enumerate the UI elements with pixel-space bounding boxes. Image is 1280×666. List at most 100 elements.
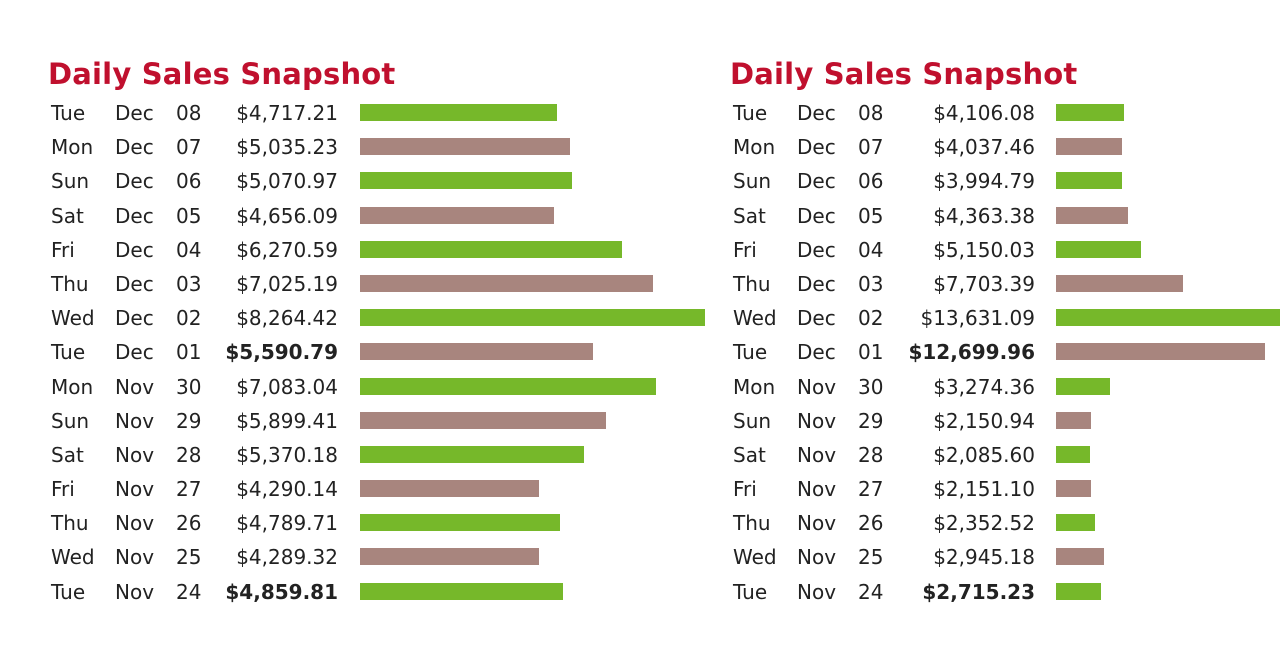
- sales-bar: [1056, 240, 1141, 258]
- weekday-label: Wed: [51, 545, 95, 570]
- weekday-label: Sat: [733, 203, 766, 228]
- sales-amount: $3,994.79: [933, 169, 1035, 194]
- date-label: 30: [858, 374, 884, 399]
- date-label: 08: [176, 101, 202, 125]
- sales-row: Fri Dec 04 $6,270.59: [48, 233, 622, 267]
- month-label: Nov: [115, 442, 155, 467]
- sales-row: Fri Nov 27 $2,151.10: [730, 472, 1092, 506]
- weekday-label: Thu: [51, 511, 89, 536]
- weekday-label: Wed: [51, 306, 95, 331]
- date-label: 07: [176, 135, 202, 160]
- sales-bar: [1056, 480, 1092, 498]
- weekday-label: Mon: [733, 135, 776, 160]
- sales-amount: $7,025.19: [236, 271, 338, 296]
- sales-bar: [360, 377, 656, 395]
- sales-bar: [1056, 274, 1183, 292]
- sales-amount: $5,070.97: [236, 169, 338, 194]
- weekday-label: Sun: [51, 169, 90, 194]
- sales-bar: [360, 240, 622, 258]
- weekday-label: Sun: [51, 408, 90, 433]
- date-label: 26: [176, 511, 202, 536]
- sales-bar: [1056, 309, 1280, 327]
- sales-bar: [360, 138, 571, 156]
- sales-row: Wed Nov 25 $2,945.18: [730, 540, 1105, 574]
- sales-amount: $4,037.46: [933, 135, 1035, 160]
- sales-snapshot-panel-left: Daily Sales Snapshot Tue Dec 08 $4,717.21 Mo…: [48, 52, 705, 609]
- date-label: 06: [858, 169, 884, 194]
- sales-bar: [1056, 138, 1123, 156]
- weekday-label: Fri: [51, 477, 75, 502]
- sales-row: Sat Nov 28 $5,370.18: [48, 438, 585, 472]
- date-label: 04: [858, 237, 884, 262]
- weekday-label: Fri: [733, 477, 757, 502]
- weekday-label: Thu: [51, 271, 89, 296]
- month-label: Nov: [797, 374, 837, 399]
- sales-amount: $5,370.18: [236, 442, 338, 467]
- sales-bar: [1056, 172, 1122, 190]
- sales-bar: [1056, 411, 1092, 429]
- sales-amount: $8,264.42: [236, 306, 338, 331]
- date-label: 05: [176, 203, 202, 228]
- chart-title: Daily Sales Snapshot: [730, 57, 1078, 91]
- sales-row: Sun Dec 06 $5,070.97: [48, 164, 572, 198]
- date-label: 02: [858, 306, 884, 331]
- sales-amount: $4,859.81: [225, 579, 338, 604]
- weekday-label: Thu: [733, 271, 771, 296]
- sales-row: Mon Nov 30 $7,083.04: [48, 370, 656, 404]
- sales-rows: Tue Dec 08 $4,717.21 Mon Dec 07 $5,035.23 Sun Dec…: [48, 96, 705, 609]
- sales-row: Wed Dec 02 $13,631.09: [730, 301, 1280, 335]
- weekday-label: Wed: [733, 545, 777, 570]
- month-label: Dec: [115, 340, 154, 365]
- month-label: Dec: [115, 271, 154, 296]
- sales-row: Thu Dec 03 $7,025.19: [48, 267, 654, 301]
- sales-bar: [360, 548, 540, 566]
- date-label: 24: [176, 579, 202, 604]
- sales-row: Sun Nov 29 $2,150.94: [730, 404, 1092, 438]
- sales-bar: [1056, 104, 1124, 121]
- sales-bar: [360, 582, 563, 600]
- date-label: 03: [858, 271, 884, 296]
- sales-amount: $4,289.32: [236, 545, 338, 570]
- month-label: Nov: [115, 374, 155, 399]
- sales-bar: [1056, 343, 1265, 361]
- month-label: Dec: [797, 169, 836, 194]
- sales-amount: $5,899.41: [236, 408, 338, 433]
- month-label: Dec: [115, 306, 154, 331]
- sales-amount: $7,083.04: [236, 374, 338, 399]
- sales-row: Sat Nov 28 $2,085.60: [730, 438, 1091, 472]
- month-label: Nov: [797, 477, 837, 502]
- month-label: Dec: [115, 101, 154, 125]
- month-label: Dec: [797, 306, 836, 331]
- weekday-label: Fri: [51, 237, 75, 262]
- sales-amount: $2,715.23: [922, 579, 1035, 604]
- sales-amount: $2,151.10: [933, 477, 1035, 502]
- weekday-label: Tue: [51, 101, 86, 125]
- month-label: Dec: [115, 237, 154, 262]
- sales-row: Tue Nov 24 $4,859.81: [48, 575, 563, 609]
- month-label: Dec: [115, 169, 154, 194]
- sales-amount: $6,270.59: [236, 237, 338, 262]
- sales-row: Sat Dec 05 $4,363.38: [730, 199, 1128, 233]
- sales-bar: [360, 104, 557, 121]
- date-label: 28: [858, 442, 884, 467]
- month-label: Dec: [797, 271, 836, 296]
- weekday-label: Sat: [733, 442, 766, 467]
- sales-bar: [1056, 514, 1095, 532]
- date-label: 02: [176, 306, 202, 331]
- month-label: Nov: [115, 477, 155, 502]
- sales-bar: [1056, 582, 1101, 600]
- month-label: Nov: [115, 545, 155, 570]
- sales-snapshot-panel-right: Daily Sales Snapshot Tue Dec 08 $4,106.08 Mo…: [730, 52, 1280, 609]
- sales-bar: [360, 172, 572, 190]
- sales-bar: [360, 309, 705, 327]
- sales-bar: [360, 514, 560, 532]
- weekday-label: Thu: [733, 511, 771, 536]
- date-label: 26: [858, 511, 884, 536]
- sales-row: Sun Dec 06 $3,994.79: [730, 164, 1122, 198]
- date-label: 29: [858, 408, 884, 433]
- sales-amount: $4,717.21: [236, 101, 338, 125]
- sales-row: Mon Nov 30 $3,274.36: [730, 370, 1110, 404]
- sales-amount: $5,035.23: [236, 135, 338, 160]
- sales-bar: [360, 206, 555, 224]
- sales-amount: $4,656.09: [236, 203, 338, 228]
